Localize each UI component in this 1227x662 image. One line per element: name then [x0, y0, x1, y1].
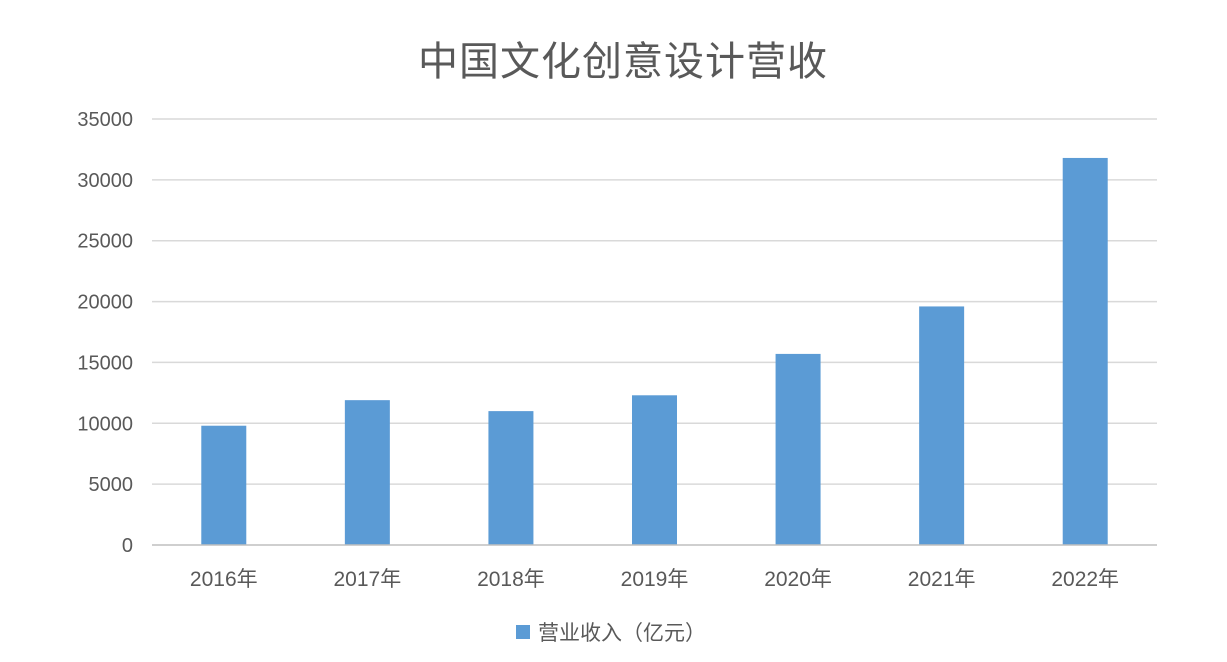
x-tick-label: 2017年: [333, 568, 401, 591]
bar: [775, 353, 821, 545]
x-tick-label: 2021年: [908, 568, 976, 591]
y-tick-label: 35000: [77, 109, 133, 131]
bar: [344, 400, 390, 545]
y-axis-ticks: 0 5000 10000 15000 20000 25000 30000 35000: [77, 109, 133, 557]
bars: [201, 157, 1108, 545]
legend-swatch: [516, 625, 530, 639]
y-tick-label: 30000: [77, 170, 133, 192]
y-tick-label: 25000: [77, 231, 133, 253]
gridlines: [152, 118, 1157, 485]
chart-title: 中国文化创意设计营收: [418, 39, 828, 85]
bar: [1062, 157, 1108, 545]
y-tick-label: 15000: [77, 352, 133, 374]
x-tick-label: 2019年: [621, 568, 689, 591]
x-axis-ticks: 2016年 2017年 2018年 2019年 2020年 2021年 2022年: [190, 568, 1119, 591]
bar: [919, 306, 965, 545]
bar: [201, 425, 247, 545]
legend-label: 营业收入（亿元）: [538, 621, 706, 645]
bar: [632, 395, 677, 545]
y-tick-label: 20000: [77, 292, 133, 314]
legend: 营业收入（亿元）: [516, 621, 706, 645]
y-tick-label: 0: [122, 535, 133, 557]
bar: [488, 411, 534, 545]
x-tick-label: 2020年: [764, 568, 832, 591]
y-tick-label: 10000: [77, 413, 133, 435]
x-tick-label: 2022年: [1051, 568, 1119, 591]
x-tick-label: 2016年: [190, 568, 258, 591]
x-tick-label: 2018年: [477, 568, 545, 591]
y-tick-label: 5000: [89, 474, 134, 496]
